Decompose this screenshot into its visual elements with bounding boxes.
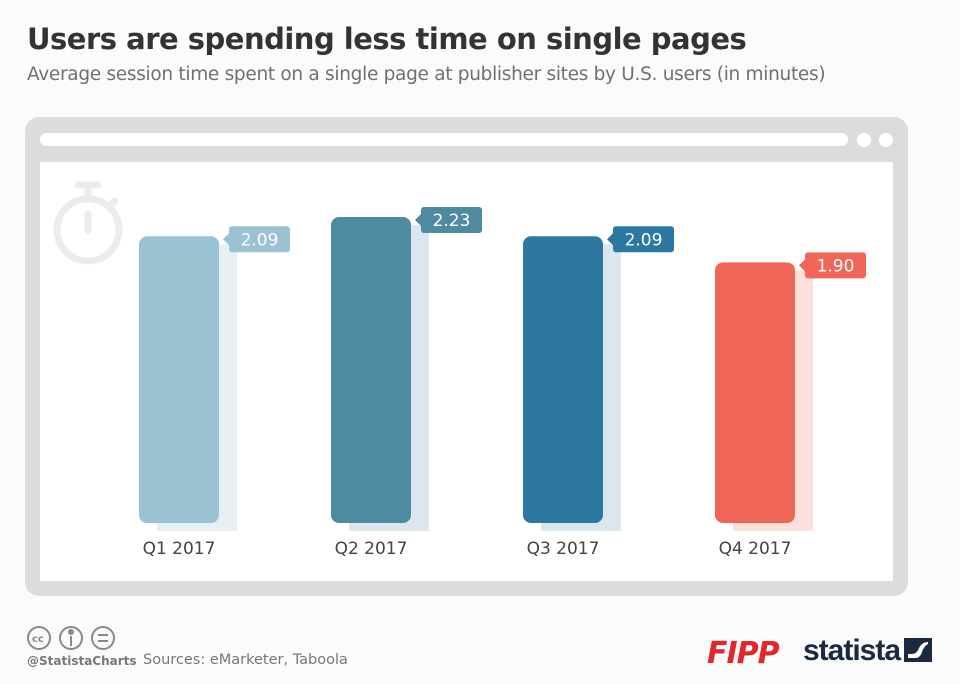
data-label-bg bbox=[805, 252, 866, 279]
bar bbox=[139, 236, 219, 523]
browser-dot-icon bbox=[879, 133, 893, 147]
browser-url-bar bbox=[40, 133, 848, 146]
svg-text:cc: cc bbox=[32, 634, 44, 645]
chart-subtitle: Average session time spent on a single p… bbox=[27, 64, 826, 85]
creative-commons-icons: cc bbox=[27, 626, 115, 650]
data-label-bg bbox=[421, 207, 482, 234]
data-label-pointer bbox=[799, 259, 805, 272]
category-label: Q2 2017 bbox=[335, 539, 408, 559]
browser-dot-icon bbox=[857, 133, 871, 147]
data-label: 1.90 bbox=[817, 256, 855, 276]
statista-logo: statista bbox=[803, 634, 933, 668]
data-label-pointer bbox=[223, 233, 229, 246]
fipp-logo: FIPP bbox=[707, 636, 780, 671]
data-label-pointer bbox=[415, 214, 421, 227]
footer-sources: Sources: eMarketer, Taboola bbox=[143, 652, 348, 668]
data-label-bg bbox=[229, 226, 290, 253]
footer-handle: @StatistaCharts bbox=[27, 654, 137, 668]
category-label: Q4 2017 bbox=[719, 539, 792, 559]
data-label: 2.09 bbox=[241, 230, 279, 250]
data-label: 2.09 bbox=[625, 230, 663, 250]
bar bbox=[715, 262, 795, 523]
stopwatch-icon bbox=[53, 181, 123, 265]
category-label: Q1 2017 bbox=[143, 539, 216, 559]
data-label-pointer bbox=[607, 233, 613, 246]
data-label-bg bbox=[613, 226, 674, 253]
chart-title: Users are spending less time on single p… bbox=[27, 22, 747, 56]
statista-logo-icon bbox=[904, 638, 933, 662]
category-label: Q3 2017 bbox=[527, 539, 600, 559]
data-label: 2.23 bbox=[433, 211, 471, 231]
bar bbox=[331, 217, 411, 523]
statista-logo-text: statista bbox=[803, 634, 901, 667]
bar bbox=[523, 236, 603, 523]
